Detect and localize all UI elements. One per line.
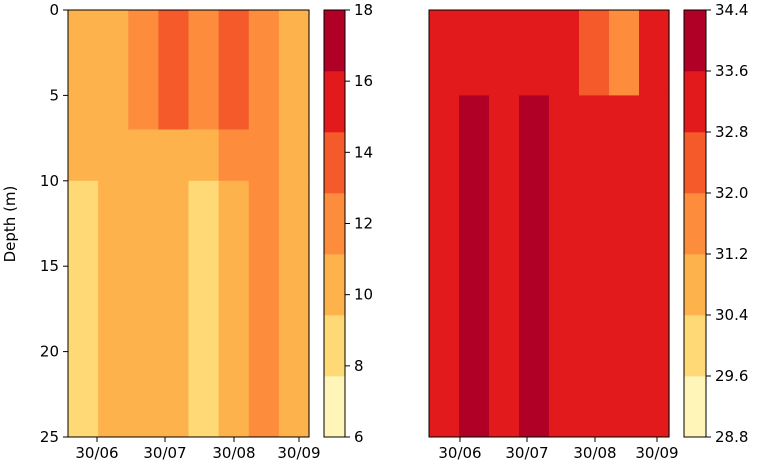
right-heatmap-cell [519, 10, 550, 96]
left-heatmap-cell [278, 10, 310, 130]
right-colorbar-segment [684, 71, 706, 133]
right-colorbar-tick-label: 32.0 [715, 184, 748, 202]
left-y-tick-label: 10 [40, 172, 59, 190]
left-colorbar-tick-label: 8 [354, 357, 364, 375]
left-colorbar-segment [324, 376, 345, 438]
left-heatmap-cell [98, 129, 129, 182]
left-colorbar-segment [324, 193, 345, 255]
right-heatmap-cell [489, 95, 520, 438]
right-plot-frame [428, 9, 670, 438]
left-y-tick-label: 25 [40, 428, 59, 446]
right-colorbar-segment [684, 254, 706, 316]
left-x-tick-label: 30/08 [212, 444, 255, 462]
left-heatmap-cell [218, 129, 250, 182]
left-y-tick-label: 5 [49, 86, 59, 104]
left-heatmap-cell [188, 180, 220, 438]
right-heatmap-cell [429, 10, 460, 96]
left-heatmap-cell [278, 129, 310, 182]
right-heatmap-cell [609, 95, 640, 438]
left-plot: 30/06 30/07 30/08 30/09 0 5 10 15 20 25 [40, 1, 321, 462]
right-colorbar-tick-label: 29.6 [715, 367, 748, 385]
right-colorbar-tick-label: 30.4 [715, 306, 748, 324]
right-colorbar-tick-label: 33.6 [715, 62, 748, 80]
left-heatmap-cell [188, 10, 220, 130]
left-colorbar-tick-label: 18 [354, 1, 373, 19]
right-colorbar: 34.4 33.6 32.8 32.0 31.2 30.4 29.6 28.8 [683, 1, 748, 446]
right-heatmap-cell [639, 95, 670, 438]
left-heatmap-cell [218, 10, 250, 130]
y-axis-label: Depth (m) [1, 186, 19, 263]
right-x-tick-label: 30/09 [635, 444, 678, 462]
left-heatmap-cell [68, 129, 99, 182]
right-colorbar-tick-label: 28.8 [715, 428, 748, 446]
left-heatmap-cell [248, 10, 280, 130]
left-heatmap-cell [68, 180, 99, 438]
left-heatmap-cell [158, 10, 190, 130]
left-heatmap-cell [248, 180, 280, 438]
right-heatmap-cell [579, 95, 610, 438]
right-plot: 30/06 30/07 30/08 30/09 [428, 9, 679, 462]
right-colorbar-tick-label: 31.2 [715, 245, 748, 263]
right-x-tick-label: 30/07 [505, 444, 548, 462]
right-heatmap-cell [459, 95, 490, 438]
left-heatmap-cell [158, 129, 190, 182]
right-colorbar-segment [684, 193, 706, 255]
right-heatmap-cell [519, 95, 550, 438]
left-heatmap-cell [68, 10, 99, 130]
left-colorbar-tick-label: 10 [354, 286, 373, 304]
right-x-tick-label: 30/06 [438, 444, 481, 462]
left-heatmap-cell [128, 180, 159, 438]
left-heatmap-cell [98, 180, 129, 438]
right-heatmap-cell [639, 10, 670, 96]
right-colorbar-tick-label: 34.4 [715, 1, 748, 19]
left-x-tick-label: 30/06 [75, 444, 118, 462]
left-colorbar-segment [324, 315, 345, 377]
left-colorbar-tick-label: 6 [354, 428, 364, 446]
left-colorbar-tick-label: 16 [354, 72, 373, 90]
right-colorbar-segment [684, 132, 706, 194]
left-heatmap-cell [278, 180, 310, 438]
left-plot-frame [67, 9, 310, 438]
right-heatmap-cell [549, 95, 580, 438]
right-heatmap-cell [609, 10, 640, 96]
right-heatmap-cell [489, 10, 520, 96]
right-colorbar-frame [683, 9, 707, 438]
left-colorbar-tick-label: 14 [354, 143, 373, 161]
right-colorbar-segment [684, 10, 706, 72]
right-x-tick-label: 30/08 [573, 444, 616, 462]
left-y-tick-label: 20 [40, 343, 59, 361]
right-colorbar-segment [684, 376, 706, 438]
left-x-tick-label: 30/09 [277, 444, 320, 462]
left-heatmap-cell [248, 129, 280, 182]
right-heatmap-cell [579, 10, 610, 96]
right-colorbar-segment [684, 315, 706, 377]
left-colorbar-segment [324, 132, 345, 194]
left-colorbar: 18 16 14 12 10 8 6 [323, 1, 373, 446]
left-x-tick-label: 30/07 [143, 444, 186, 462]
left-y-tick-label: 15 [40, 257, 59, 275]
left-heatmap-cell [98, 10, 129, 130]
left-colorbar-segment [324, 10, 345, 72]
right-heatmap-cell [549, 10, 580, 96]
left-heatmap-cell [128, 129, 159, 182]
left-heatmap-cell [188, 129, 220, 182]
left-colorbar-tick-label: 12 [354, 215, 373, 233]
right-heatmap-cell [429, 95, 460, 438]
left-heatmap-cell [158, 180, 190, 438]
left-heatmap-cell [218, 180, 250, 438]
left-y-tick-label: 0 [49, 1, 59, 19]
left-heatmap-cell [128, 10, 159, 130]
left-colorbar-segment [324, 71, 345, 133]
left-colorbar-segment [324, 254, 345, 316]
right-heatmap-cell [459, 10, 490, 96]
right-colorbar-tick-label: 32.8 [715, 123, 748, 141]
